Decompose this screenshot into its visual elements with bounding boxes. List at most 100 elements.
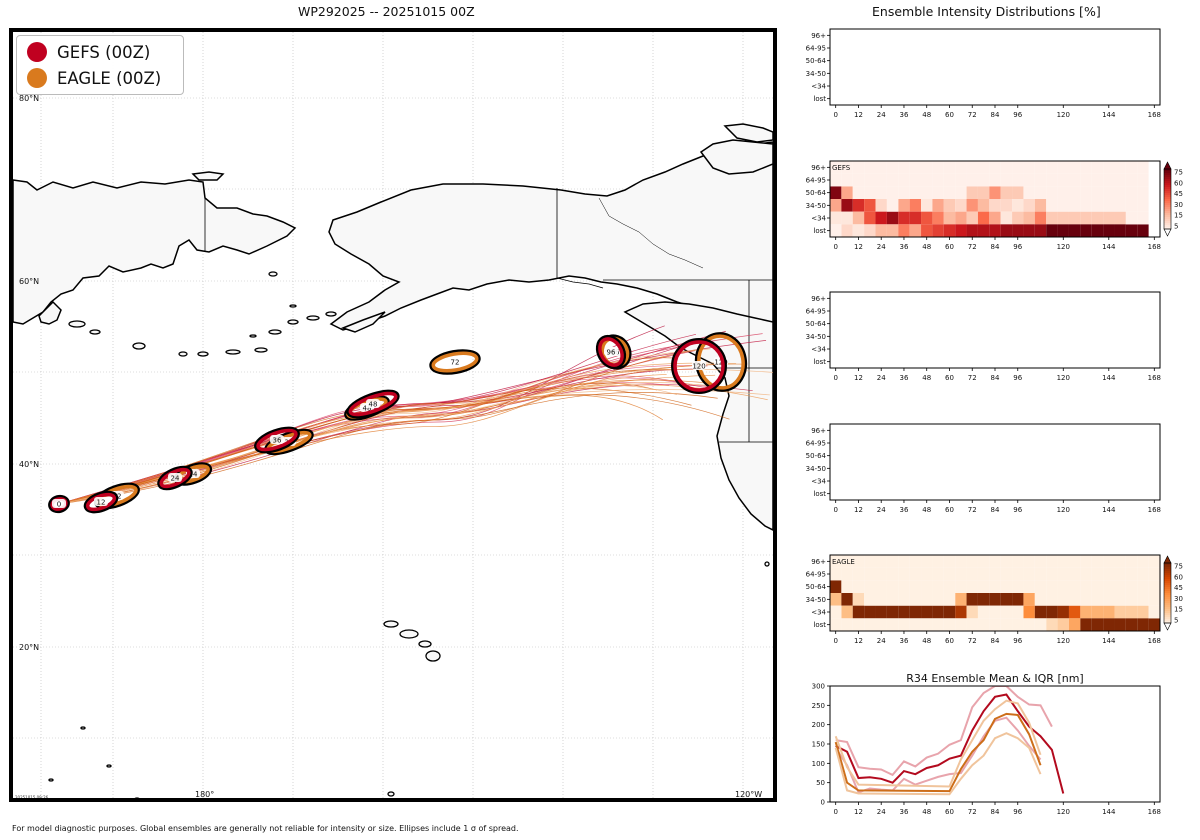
colorbar-segment bbox=[1164, 619, 1171, 622]
r34-series-line bbox=[834, 716, 1042, 794]
r34-y-tick-label: 150 bbox=[812, 741, 825, 749]
heatmap-cell bbox=[1023, 618, 1035, 631]
heatmap-cell bbox=[830, 186, 842, 199]
heatmap-cell bbox=[898, 605, 910, 619]
heatmap-cell bbox=[1000, 161, 1013, 174]
x-tick-label: 12 bbox=[854, 111, 863, 119]
heatmap-cell bbox=[830, 618, 842, 631]
heatmap-cell bbox=[1000, 211, 1013, 225]
heatmap-cell bbox=[1068, 224, 1081, 237]
heatmap-cell bbox=[1057, 580, 1069, 593]
intensity-panel-2: GEFS 96+ 64-95 50-64 34-50 <34 lost 0 12 24 36 48 60… bbox=[806, 160, 1183, 251]
heatmap-cell bbox=[864, 173, 876, 187]
gefs-hour-label-bg bbox=[270, 435, 284, 444]
x-tick-label: 24 bbox=[877, 374, 886, 382]
r34-series-line bbox=[834, 712, 1042, 793]
heatmap-cell bbox=[955, 555, 967, 568]
st-lawrence-island bbox=[191, 171, 225, 181]
y-tick-label: 34-50 bbox=[806, 465, 826, 473]
heatmap-cell bbox=[909, 580, 922, 593]
heatmap-cell bbox=[1012, 224, 1024, 237]
eagle-hour-label: 48 bbox=[363, 405, 372, 413]
heatmap-cell bbox=[1012, 605, 1024, 619]
x-tick-label: 0 bbox=[833, 111, 837, 119]
island bbox=[254, 347, 268, 353]
colorbar-segment bbox=[1164, 571, 1171, 574]
heatmap-cell bbox=[977, 605, 990, 619]
heatmap-cell bbox=[955, 618, 967, 631]
heatmap-cell bbox=[1125, 580, 1138, 593]
x-tick-label: 72 bbox=[968, 243, 977, 251]
heatmap-cell bbox=[989, 580, 1001, 593]
eagle-member-track bbox=[58, 348, 711, 505]
heatmap-cell bbox=[1137, 555, 1149, 568]
r34-clip-top bbox=[830, 666, 1160, 686]
heatmap-cell bbox=[1125, 199, 1138, 212]
heatmap-cell bbox=[1068, 186, 1081, 199]
legend: GEFS (00Z) EAGLE (00Z) bbox=[16, 35, 184, 95]
heatmap-cell bbox=[955, 567, 967, 581]
heatmap-cell bbox=[966, 199, 978, 212]
island bbox=[425, 650, 441, 662]
heatmap-cell bbox=[955, 173, 967, 187]
footer-note: For model diagnostic purposes. Global en… bbox=[12, 824, 519, 833]
arctic-island-2 bbox=[723, 123, 773, 143]
colorbar-segment bbox=[1164, 611, 1171, 614]
heatmap-cell bbox=[1000, 224, 1013, 237]
heatmap-cell bbox=[955, 224, 967, 237]
y-tick-label: <34 bbox=[811, 83, 826, 91]
heatmap-cell bbox=[1114, 567, 1126, 581]
heatmap-cell bbox=[966, 605, 978, 619]
alaska-panhandle-border bbox=[556, 277, 604, 289]
heatmap-cell bbox=[886, 173, 899, 187]
heatmap-cell bbox=[909, 593, 922, 606]
legend-label-gefs: GEFS (00Z) bbox=[57, 42, 151, 62]
panel-frame bbox=[829, 291, 1161, 369]
heatmap-cell bbox=[1091, 199, 1104, 212]
heatmap-cell bbox=[830, 224, 842, 237]
colorbar-segment bbox=[1164, 597, 1171, 600]
island bbox=[325, 311, 337, 317]
heatmap-cell bbox=[977, 580, 990, 593]
heatmap-cell bbox=[1046, 186, 1058, 199]
heatmap-cell bbox=[864, 605, 876, 619]
y-tick-label: 50-64 bbox=[806, 189, 827, 197]
heatmap-cell bbox=[1137, 593, 1149, 606]
heatmap-cell bbox=[932, 605, 944, 619]
heatmap-cell bbox=[921, 567, 933, 581]
colorbar-segment bbox=[1164, 179, 1171, 182]
x-tick-label: 24 bbox=[877, 243, 886, 251]
x-tick-label: 60 bbox=[945, 374, 954, 382]
colorbar-segment bbox=[1164, 595, 1171, 598]
intensity-panel-5: EAGLE 96+ 64-95 50-64 34-50 <34 lost 0 12 24 36 48 6… bbox=[806, 554, 1183, 645]
heatmap-cell bbox=[1080, 173, 1092, 187]
colorbar-segment bbox=[1164, 579, 1171, 582]
heatmap-cell bbox=[1023, 161, 1035, 174]
alaska-peninsula bbox=[340, 311, 386, 333]
small-islands bbox=[48, 271, 770, 798]
heatmap-cell bbox=[1012, 593, 1024, 606]
heatmap-cell bbox=[852, 199, 865, 212]
heatmap-cell bbox=[1057, 186, 1069, 199]
heatmap-cell bbox=[841, 567, 853, 581]
heatmap-cell bbox=[1125, 567, 1138, 581]
colorbar-segment bbox=[1164, 617, 1171, 620]
heatmap-cell bbox=[1046, 161, 1058, 174]
heatmap-cell bbox=[1000, 618, 1013, 631]
heatmap-cell bbox=[1057, 199, 1069, 212]
heatmap-cell bbox=[886, 580, 899, 593]
y-tick-label: 96+ bbox=[811, 295, 826, 303]
eagle-hour-label-bg bbox=[448, 357, 462, 366]
r34-series-line bbox=[834, 732, 1042, 796]
heatmap-cell bbox=[989, 618, 1001, 631]
heatmap-cell bbox=[830, 199, 842, 212]
colorbar-segment bbox=[1164, 605, 1171, 608]
heatmap-cell bbox=[841, 173, 853, 187]
heatmap-cell bbox=[1125, 555, 1138, 568]
heatmap-cell bbox=[1080, 199, 1092, 212]
heatmap-cell bbox=[1046, 199, 1058, 212]
colorbar-segment bbox=[1164, 209, 1171, 212]
heatmap-cell bbox=[989, 224, 1001, 237]
heatmap-cell bbox=[852, 605, 865, 619]
heatmap-cell bbox=[1125, 593, 1138, 606]
